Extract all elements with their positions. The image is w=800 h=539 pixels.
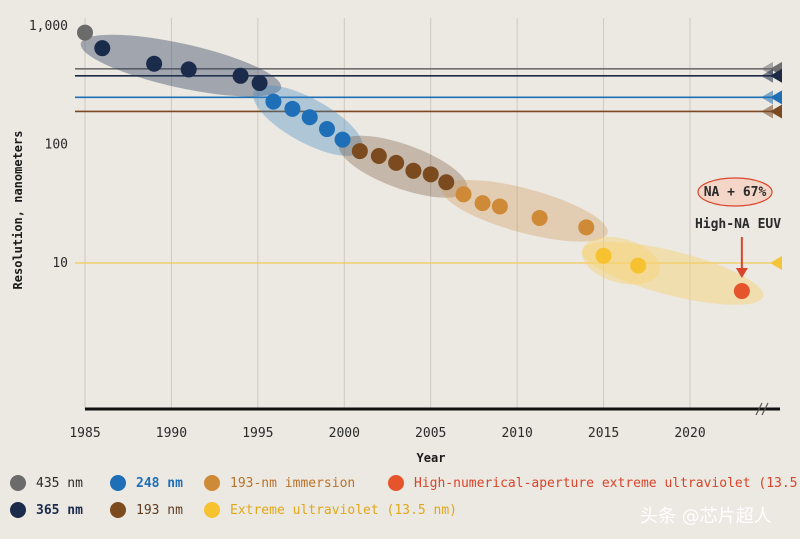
data-point-s1-0 xyxy=(94,40,111,57)
x-tick-label: 2000 xyxy=(329,426,360,441)
x-tick-label: 2005 xyxy=(415,426,446,441)
data-point-s3-1 xyxy=(370,147,387,164)
na-callout-text: NA + 67% xyxy=(704,185,767,200)
legend-swatch xyxy=(10,502,26,518)
data-point-s4-3 xyxy=(531,209,548,226)
cluster-4 xyxy=(442,180,608,242)
legend-swatch xyxy=(110,502,126,518)
na-callout-bubble xyxy=(697,177,773,207)
data-point-s2-2 xyxy=(301,109,318,126)
cluster-euv xyxy=(582,242,764,305)
high-na-euv-label: High-NA EUV xyxy=(695,217,781,232)
data-point-s1-2 xyxy=(180,61,197,78)
data-point-s3-0 xyxy=(351,143,368,160)
legend-swatch xyxy=(110,475,126,491)
legend-label: High-numerical-aperture extreme ultravio… xyxy=(414,476,800,491)
legend-label: 193 nm xyxy=(136,503,183,518)
data-point-s2-0 xyxy=(265,93,282,110)
x-tick-label: 1995 xyxy=(242,426,273,441)
data-point-s4-2 xyxy=(491,198,508,215)
legend-swatch xyxy=(388,475,404,491)
axis-break-mark-2 xyxy=(761,402,769,416)
legend-swatch xyxy=(204,475,220,491)
legend-label: 365 nm xyxy=(36,503,83,518)
data-point-s1-3 xyxy=(232,67,249,84)
data-point-s2-3 xyxy=(319,121,335,138)
data-point-s2-4 xyxy=(334,131,351,148)
data-point-s1-1 xyxy=(146,55,163,72)
reference-arrow-1 xyxy=(770,68,782,83)
data-point-s3-4 xyxy=(422,166,439,183)
data-point-s3-3 xyxy=(405,162,422,179)
annotations: NA + 67% High-NA EUV xyxy=(695,177,781,278)
reference-arrow-2 xyxy=(770,90,782,105)
legend-swatch xyxy=(10,475,26,491)
data-point-s3-5 xyxy=(438,174,455,191)
legend: 435 nm 365 nm 248 nm 193 nm 193-nm immersion… xyxy=(10,475,800,518)
legend-label: 248 nm xyxy=(136,476,183,491)
reference-arrow-4 xyxy=(770,256,782,270)
x-tick-label: 1985 xyxy=(69,426,100,441)
series-clusters xyxy=(80,34,764,305)
y-tick-label: 1,000 xyxy=(29,19,68,34)
cluster-1 xyxy=(80,34,282,97)
reference-arrow-shadow-3 xyxy=(761,104,773,119)
data-point-s2-1 xyxy=(284,100,301,117)
x-tick-label: 2010 xyxy=(501,426,532,441)
x-tick-label: 2015 xyxy=(588,426,619,441)
data-point-s3-2 xyxy=(388,154,405,171)
legend-label: 435 nm xyxy=(36,476,83,491)
data-point-s6-0 xyxy=(733,283,750,300)
data-point-s0-0 xyxy=(77,24,93,41)
data-point-s4-0 xyxy=(455,186,472,203)
data-point-s4-1 xyxy=(474,195,491,212)
x-axis-title: Year xyxy=(417,451,446,465)
y-tick-label: 100 xyxy=(45,138,68,153)
reference-arrow-shadow-1 xyxy=(761,68,773,83)
data-point-s5-1 xyxy=(630,257,647,274)
high-na-arrow-head xyxy=(735,268,748,278)
x-tick-label: 1990 xyxy=(156,426,187,441)
data-point-s5-0 xyxy=(595,247,612,264)
legend-swatch xyxy=(204,502,220,518)
axis-break-mark-1 xyxy=(755,402,763,416)
y-axis-title: Resolution, nanometers xyxy=(11,131,25,290)
y-tick-label: 10 xyxy=(52,256,68,271)
legend-label: 193-nm immersion xyxy=(230,476,355,491)
legend-label: Extreme ultraviolet (13.5 nm) xyxy=(230,503,457,518)
reference-arrow-shadow-2 xyxy=(761,90,773,105)
reference-arrow-3 xyxy=(770,104,782,119)
watermark-text: 头条 @芯片超人 xyxy=(640,506,772,527)
axes: 1985 1990 1995 2000 2005 2010 2015 2020 1,000 100… xyxy=(11,19,780,465)
data-point-s1-4 xyxy=(251,75,268,92)
data-point-s4-4 xyxy=(578,219,595,236)
x-tick-label: 2020 xyxy=(674,426,705,441)
data-points xyxy=(77,24,750,300)
